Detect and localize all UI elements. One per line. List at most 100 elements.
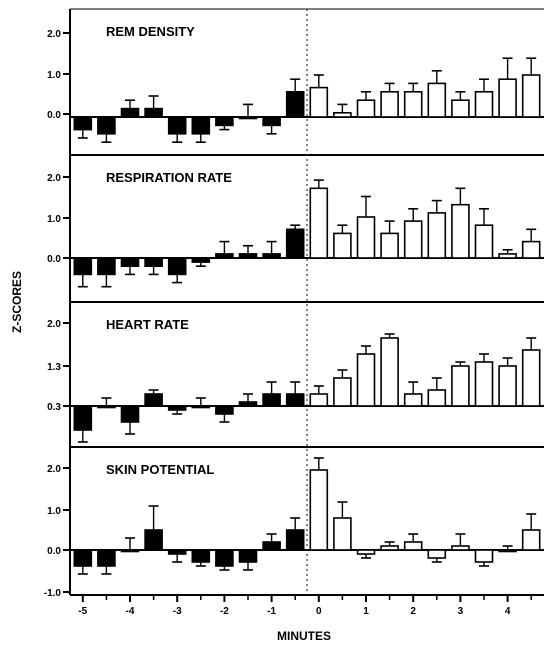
data-bar [451,545,470,551]
data-bar [191,549,211,563]
x-tick-label: 1 [363,606,369,617]
data-bar [73,549,93,567]
data-bar [356,549,376,555]
data-bar [262,253,281,259]
data-bar [403,91,423,118]
panel-title: HEART RATE [106,317,189,332]
data-bar [474,91,494,118]
data-bar [356,353,376,407]
y-tick-label: 2.0 [47,319,61,330]
data-bar [498,78,517,118]
data-bar [474,549,494,563]
data-bar [285,91,305,118]
y-tick-label: 2.0 [47,464,61,475]
y-tick-label: 2.0 [47,29,61,40]
data-bar [380,232,399,259]
y-tick-label: 1.0 [47,70,61,81]
x-tick-label: -5 [78,606,87,617]
data-bar [474,224,494,259]
data-bar [521,349,541,407]
data-bar [521,529,541,551]
data-bar [333,517,352,551]
data-bar [215,116,234,127]
data-bar [309,469,329,551]
data-bar [403,393,423,407]
data-bar [498,253,517,259]
x-axis-title: MINUTES [277,629,331,643]
data-bar [285,393,305,407]
x-tick-label: 0 [316,606,322,617]
data-bar [191,405,211,409]
data-bar [427,82,447,118]
data-bar [238,116,258,120]
x-tick-label: -4 [126,606,135,617]
data-bar [238,253,258,259]
x-tick-label: 4 [505,606,511,617]
data-bar [285,529,305,551]
data-bar [474,361,494,407]
x-tick-label: -3 [173,606,182,617]
data-bar [97,257,116,276]
y-axis-title: Z-SCORES [10,271,24,333]
y-tick-label: 2.0 [47,173,61,184]
data-bar [309,393,329,407]
x-tick-label: 3 [458,606,464,617]
data-bar [73,405,93,431]
data-bar [285,228,305,259]
data-bar [215,549,234,567]
data-bar [403,541,423,551]
data-bar [238,401,258,407]
data-bar [427,549,447,559]
y-tick-label: 0.0 [47,110,61,121]
data-bar [333,377,352,407]
data-bar [262,541,281,551]
x-tick-label: -1 [267,606,276,617]
y-tick-label: -1.0 [44,588,62,599]
x-tick-label: 2 [410,606,416,617]
y-tick-label: 0.3 [47,402,61,413]
data-bar [451,99,470,118]
data-bar [521,240,541,259]
x-tick-label: -2 [220,606,229,617]
data-bar [309,86,329,118]
data-bar [73,257,93,276]
data-bar [380,337,399,407]
data-bar [144,107,163,118]
data-bar [191,116,211,135]
data-bar [97,116,116,135]
data-bar [120,257,140,267]
data-bar [262,393,281,407]
data-bar [238,549,258,563]
data-bar [167,116,187,135]
data-bar [144,393,163,407]
data-bar [73,116,93,131]
data-bar [427,389,447,407]
data-bar [333,112,352,118]
data-bar [333,232,352,259]
y-tick-label: 0.0 [47,254,61,265]
data-bar [380,91,399,118]
data-bar [144,257,163,267]
data-bar [167,549,187,555]
data-bar [380,545,399,551]
panel-title: REM DENSITY [106,24,195,39]
data-bar [97,405,116,409]
data-bar [167,405,187,411]
y-tick-label: 1.0 [47,506,61,517]
data-bar [144,529,163,551]
y-tick-label: 0.0 [47,546,61,557]
data-bar [451,203,470,259]
data-bar [356,99,376,118]
panel-title: SKIN POTENTIAL [106,462,214,477]
data-bar [309,187,329,259]
data-bar [97,549,116,567]
data-bar [498,365,517,407]
data-bar [120,107,140,118]
data-bar [191,257,211,263]
y-tick-label: 1.0 [47,214,61,225]
panel-title: RESPIRATION RATE [106,170,232,185]
data-bar [120,405,140,423]
data-bar [498,549,517,553]
data-bar [356,216,376,259]
